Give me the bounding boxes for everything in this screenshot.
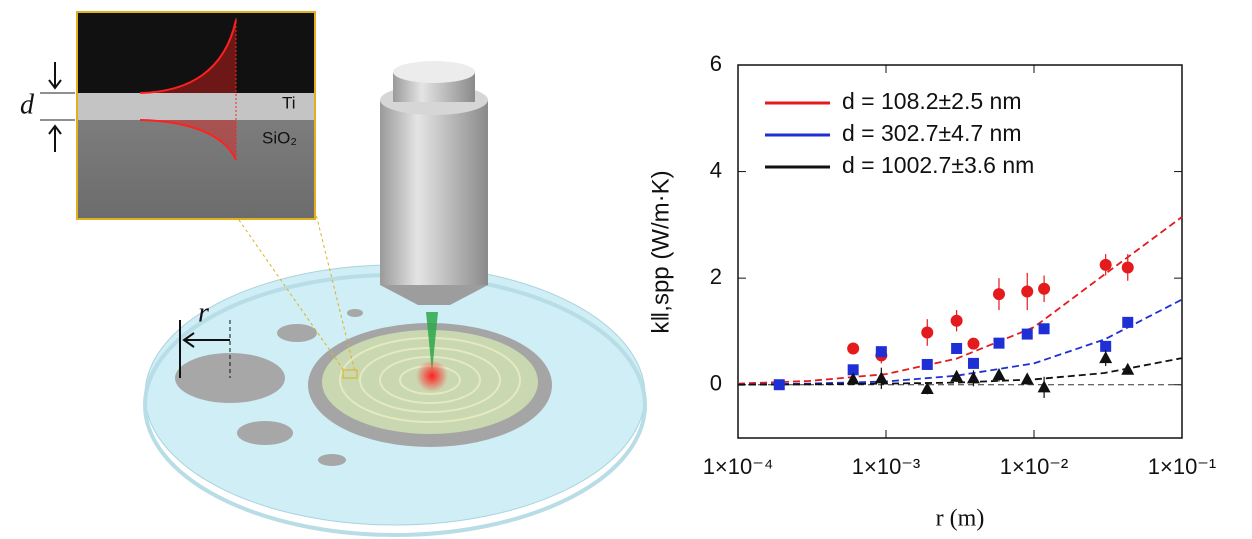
- point: [1021, 328, 1033, 340]
- label-r: r: [198, 297, 209, 328]
- sem-ti-layer: [78, 93, 314, 120]
- point: [1100, 340, 1112, 352]
- objective-tip: [380, 285, 488, 305]
- fit-line: [737, 357, 1183, 386]
- disk: [347, 309, 363, 317]
- point: [1020, 372, 1034, 385]
- label-ti: Ti: [282, 93, 296, 112]
- point: [1038, 282, 1051, 295]
- point: [920, 381, 934, 394]
- disk: [237, 421, 293, 445]
- laser-beam: [426, 312, 438, 372]
- point: [966, 371, 980, 384]
- point: [1121, 362, 1135, 375]
- legend-label: d = 108.2±2.5 nm: [842, 88, 1022, 114]
- illustration: d Ti SiO₂ r: [20, 11, 647, 537]
- r-arrow: [182, 332, 230, 348]
- point: [1122, 316, 1134, 328]
- point: [1121, 261, 1134, 274]
- point: [921, 326, 934, 339]
- field-curve: [139, 19, 237, 161]
- x-axis-label: r (m): [936, 506, 985, 532]
- point: [921, 358, 933, 370]
- y-tick-label: 0: [710, 371, 722, 396]
- point: [967, 337, 980, 350]
- point: [950, 369, 964, 382]
- fit-line: [737, 216, 1183, 385]
- point: [847, 364, 859, 376]
- point: [846, 372, 860, 385]
- point: [967, 357, 979, 369]
- fit-line: [737, 298, 1183, 386]
- point: [992, 368, 1006, 381]
- point: [874, 371, 888, 384]
- legend-label: d = 1002.7±3.6 nm: [842, 152, 1034, 178]
- point: [773, 379, 785, 391]
- y-tick-label: 6: [710, 51, 722, 76]
- point: [847, 342, 860, 355]
- point: [951, 342, 963, 354]
- disk: [277, 324, 317, 342]
- point: [1037, 380, 1051, 393]
- y-axis-label: k‖,spp (W/m·K): [647, 170, 674, 333]
- zoom-line: [314, 209, 356, 373]
- y-tick-label: 4: [710, 157, 722, 182]
- plot-frame: [737, 64, 1183, 439]
- legend-label: d = 302.7±4.7 nm: [842, 120, 1022, 146]
- label-sio2: SiO₂: [262, 128, 297, 147]
- x-tick-label: 1×10⁻²: [1000, 454, 1069, 479]
- point: [950, 314, 963, 327]
- zoom-box: [342, 369, 358, 379]
- point: [992, 288, 1005, 301]
- point: [875, 346, 887, 358]
- label-d: d: [20, 89, 35, 120]
- point: [1099, 351, 1113, 364]
- point: [993, 337, 1005, 349]
- x-tick-label: 1×10⁻¹: [1148, 454, 1217, 479]
- point: [1099, 258, 1112, 271]
- x-tick-label: 1×10⁻³: [852, 454, 921, 479]
- zoom-line: [231, 209, 346, 373]
- objective: [380, 100, 488, 285]
- point: [1021, 285, 1034, 298]
- chart: k‖,spp (W/m·K) r (m) 0 2 4 6 1×10⁻⁴ 1×10⁻³ 1×1…: [647, 51, 1216, 532]
- laser-spot: [416, 360, 448, 392]
- field-profile: [140, 20, 236, 160]
- y-tick-label: 2: [710, 264, 722, 289]
- point: [1038, 323, 1050, 335]
- x-tick-label: 1×10⁻⁴: [703, 454, 774, 479]
- disk: [318, 454, 346, 466]
- d-arrows: [48, 62, 62, 152]
- objective-cap-top: [393, 61, 475, 83]
